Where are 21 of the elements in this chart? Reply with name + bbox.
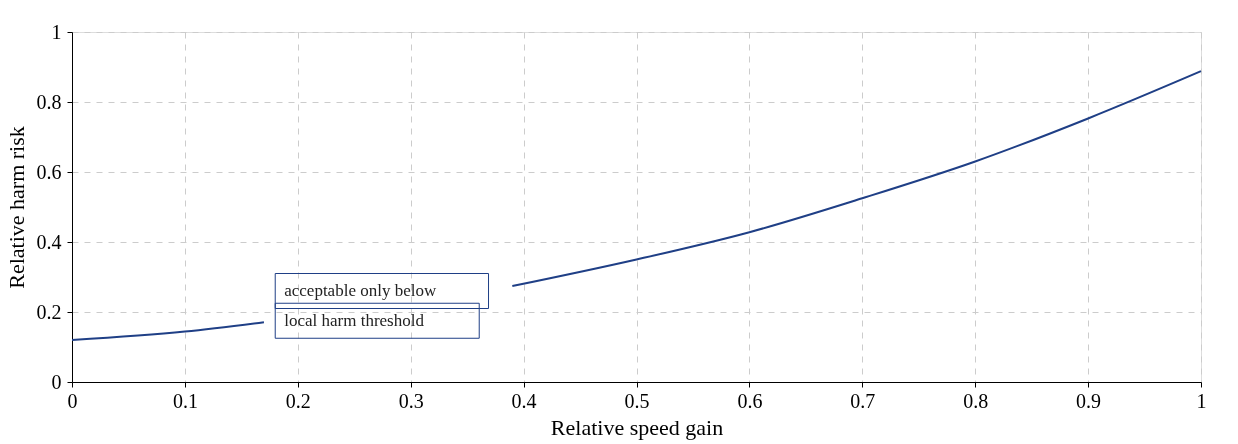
x-axis-title: Relative speed gain — [550, 414, 724, 440]
y-axis-title: Relative harm risk — [3, 126, 29, 289]
x-tick-label: 0.7 — [850, 389, 876, 412]
x-tick-label: 1 — [1196, 389, 1207, 412]
x-tick-label: 0.1 — [172, 389, 198, 412]
x-tick-label: 0.4 — [511, 389, 537, 412]
x-tick-label: 0.3 — [398, 389, 424, 412]
x-tick-label: 0.5 — [624, 389, 650, 412]
y-tick-label: 0.2 — [36, 300, 62, 323]
annotation: acceptable only below — [284, 281, 437, 300]
x-tick-label: 0.2 — [285, 389, 311, 412]
y-tick-label: 1 — [51, 20, 62, 43]
y-tick-label: 0.4 — [36, 230, 62, 253]
annotation: local harm threshold — [284, 310, 425, 330]
x-tick-label: 0.9 — [1076, 389, 1102, 412]
y-tick-label: 0.8 — [36, 90, 62, 113]
x-tick-label: 0.8 — [963, 389, 989, 412]
y-tick-label: 0.6 — [36, 160, 62, 183]
y-tick-label: 0 — [51, 370, 62, 393]
x-tick-label: 0.6 — [737, 389, 763, 412]
x-tick-label: 0 — [67, 389, 78, 412]
